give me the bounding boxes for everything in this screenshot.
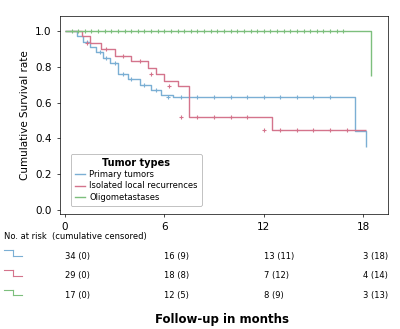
Text: 34 (0): 34 (0) [65, 252, 90, 261]
Text: 16 (9): 16 (9) [164, 252, 189, 261]
Text: No. at risk  (cumulative censored): No. at risk (cumulative censored) [4, 232, 147, 241]
Text: 3 (18): 3 (18) [363, 252, 388, 261]
Legend: Primary tumors, Isolated local recurrences, Oligometastases: Primary tumors, Isolated local recurrenc… [71, 154, 202, 206]
Text: Follow-up in months: Follow-up in months [155, 313, 289, 326]
Text: 8 (9): 8 (9) [264, 291, 284, 300]
Text: 12 (5): 12 (5) [164, 291, 189, 300]
Text: 7 (12): 7 (12) [264, 271, 289, 280]
Text: 13 (11): 13 (11) [264, 252, 294, 261]
Text: 3 (13): 3 (13) [363, 291, 388, 300]
Text: 29 (0): 29 (0) [65, 271, 90, 280]
Y-axis label: Cumulative Survival rate: Cumulative Survival rate [20, 50, 30, 180]
Text: 17 (0): 17 (0) [65, 291, 90, 300]
Text: 18 (8): 18 (8) [164, 271, 190, 280]
Text: 4 (14): 4 (14) [363, 271, 388, 280]
